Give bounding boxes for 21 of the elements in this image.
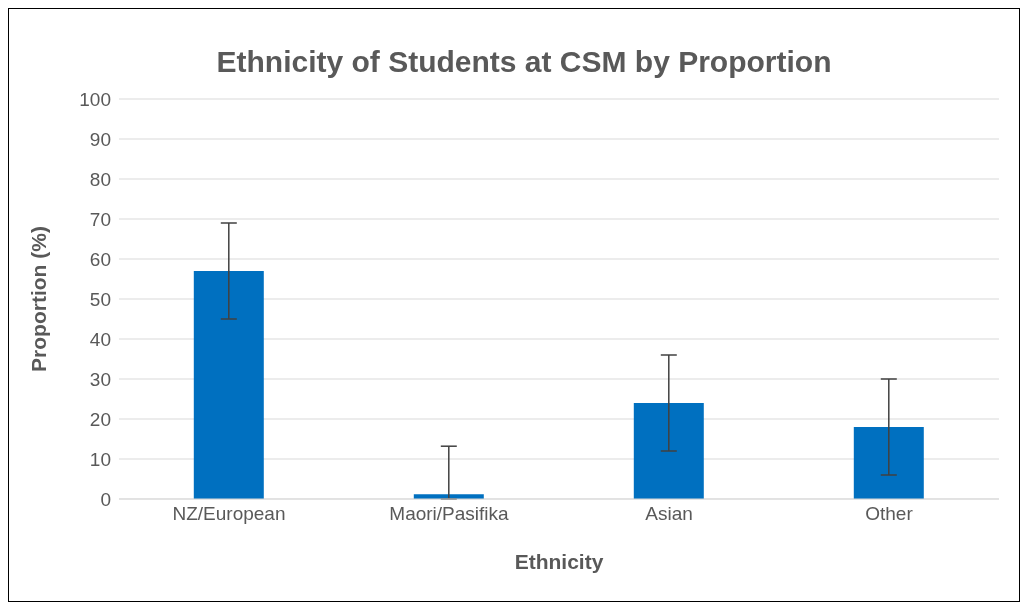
y-tick-label: 40 xyxy=(89,328,111,350)
y-tick-label: 50 xyxy=(89,288,111,310)
y-tick-label: 80 xyxy=(89,168,111,190)
y-tick-label: 60 xyxy=(89,248,111,270)
x-tick-label: Other xyxy=(865,503,914,525)
y-axis-title: Proportion (%) xyxy=(27,226,51,372)
bar xyxy=(633,403,704,499)
x-tick-label: Maori/Pasifika xyxy=(389,503,510,525)
y-tick-label: 70 xyxy=(89,208,111,230)
x-tick-label: Asian xyxy=(645,503,693,525)
bar xyxy=(193,271,264,499)
y-tick-label: 10 xyxy=(89,448,111,470)
y-tick-label: 20 xyxy=(89,408,111,430)
bar xyxy=(853,427,924,499)
y-tick-label: 90 xyxy=(89,128,111,150)
x-tick-label: NZ/European xyxy=(172,503,286,525)
y-tick-label: 30 xyxy=(89,368,111,390)
y-tick-label: 100 xyxy=(79,88,111,110)
y-tick-label: 0 xyxy=(100,488,111,510)
x-axis-title: Ethnicity xyxy=(514,550,604,573)
chart-title: Ethnicity of Students at CSM by Proportion xyxy=(215,45,833,79)
